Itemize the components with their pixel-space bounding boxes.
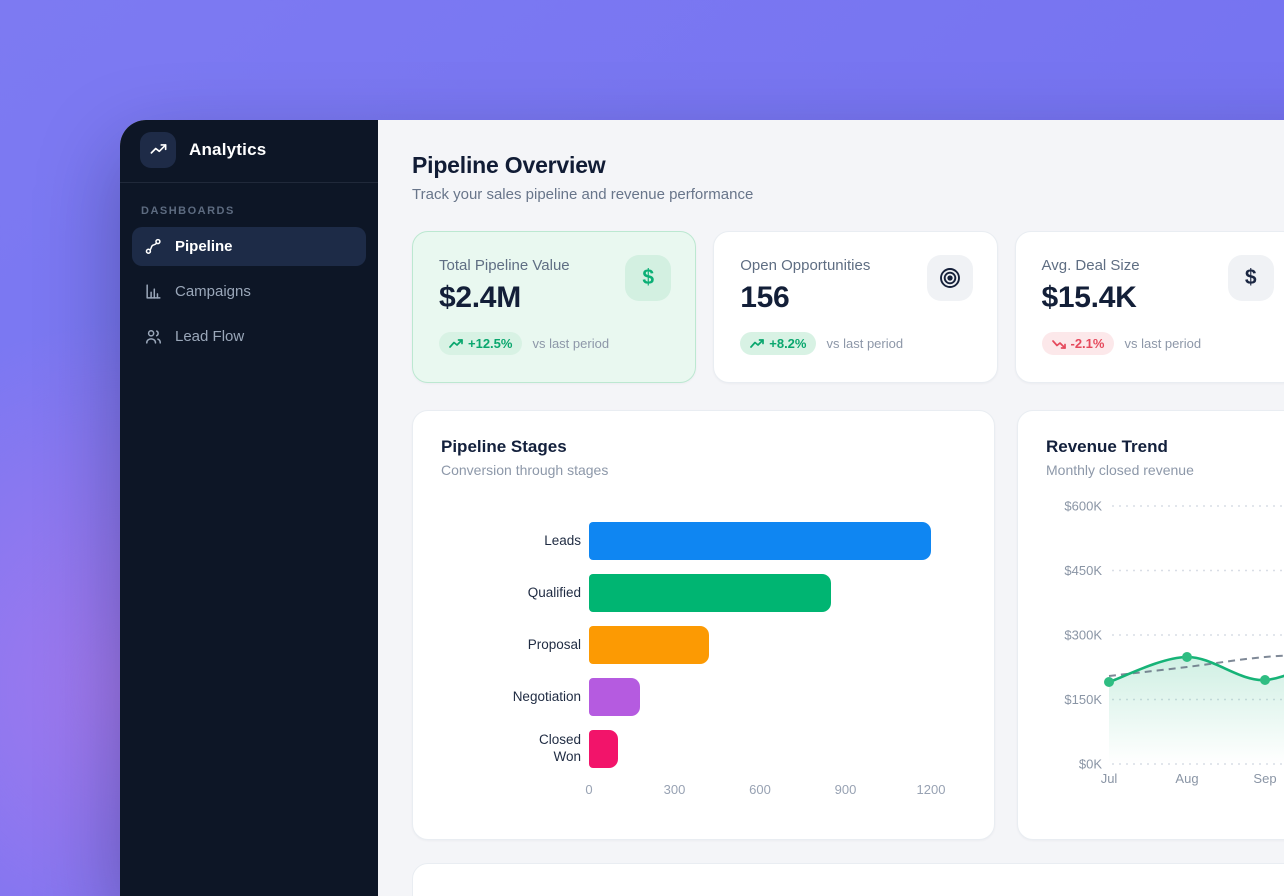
bottom-panel-clipped (412, 863, 1284, 896)
sidebar-item-label: Pipeline (175, 238, 233, 255)
revenue-data-point[interactable] (1260, 675, 1270, 685)
bar-closed-won[interactable] (589, 730, 618, 768)
chart-subtitle: Conversion through stages (441, 462, 609, 478)
kpi-value: 156 (740, 281, 790, 314)
route-icon (145, 238, 161, 254)
target-icon (939, 268, 960, 288)
x-tick-label: 900 (834, 782, 857, 797)
trend-down-icon (1051, 339, 1066, 349)
bar-category-label: Leads (544, 532, 581, 548)
bar-track (589, 678, 931, 716)
y-tick-label: $150K (1064, 692, 1102, 707)
line-chart: $0K $150K $300K $450K $600K Jul Aug Sep (1046, 496, 1284, 801)
x-tick-label: Sep (1253, 771, 1276, 786)
kpi-card-total-pipeline-value[interactable]: Total Pipeline Value $2.4M +12.5% vs las… (412, 231, 697, 383)
sidebar-item-label: Campaigns (175, 283, 251, 300)
bar-track (589, 522, 931, 560)
kpi-grid: Total Pipeline Value $2.4M +12.5% vs las… (412, 231, 1284, 383)
x-tick-label: 300 (663, 782, 686, 797)
change-badge: +12.5% (439, 332, 523, 355)
kpi-label: Total Pipeline Value (439, 257, 570, 274)
change-value: -2.1% (1070, 336, 1105, 351)
bar-row: Closed Won (441, 730, 966, 768)
trend-up-icon (750, 338, 765, 348)
compare-label: vs last period (826, 336, 904, 351)
sidebar-item-label: Lead Flow (175, 328, 245, 345)
sidebar: Analytics DASHBOARDS Pipeline Campaigns (120, 120, 378, 896)
revenue-line (1107, 655, 1284, 684)
bar-row: Negotiation (441, 678, 966, 716)
bar-chart-x-axis: 0 300 600 900 1200 (585, 782, 945, 800)
users-icon (146, 330, 161, 344)
dollar-icon: $ (1244, 266, 1257, 289)
kpi-label: Open Opportunities (740, 257, 871, 274)
change-value: +12.5% (468, 336, 513, 351)
kpi-value: $2.4M (439, 281, 521, 314)
kpi-card-avg-deal-size[interactable]: Avg. Deal Size $15.4K -2.1% vs last peri… (1014, 231, 1284, 383)
y-tick-label: $300K (1064, 628, 1102, 643)
change-badge: +8.2% (740, 332, 817, 355)
charts-row: Pipeline Stages Conversion through stage… (412, 410, 1284, 840)
bar-row: Qualified (441, 574, 966, 612)
sidebar-section-label: DASHBOARDS (141, 205, 235, 217)
bar-qualified[interactable] (589, 574, 832, 612)
y-tick-label: $450K (1064, 563, 1102, 578)
page-subtitle: Track your sales pipeline and revenue pe… (412, 186, 754, 203)
x-tick-label: 1200 (916, 782, 946, 797)
app-window: Analytics DASHBOARDS Pipeline Campaigns (120, 120, 1284, 896)
change-value: +8.2% (769, 336, 807, 351)
revenue-data-point[interactable] (1182, 652, 1192, 662)
bar-track (589, 626, 931, 664)
revenue-trend-panel: Revenue Trend Monthly closed revenue $0K… (1017, 410, 1284, 840)
app-title: Analytics (189, 140, 267, 159)
kpi-icon-tile: $ (1227, 255, 1274, 301)
bar-category-label: Negotiation (512, 688, 581, 704)
revenue-area (1109, 656, 1284, 764)
main-content: Pipeline Overview Track your sales pipel… (378, 120, 1284, 896)
bar-category-label: Proposal (527, 636, 581, 652)
chart-title: Pipeline Stages (441, 437, 567, 456)
sidebar-item-pipeline[interactable]: Pipeline (132, 227, 366, 266)
horizontal-bar-chart: Leads Qualified Proposal Negotiation Closed … (441, 522, 966, 768)
chart-subtitle: Monthly closed revenue (1046, 462, 1194, 478)
y-tick-label: $0K (1079, 757, 1102, 772)
bar-row: Leads (441, 522, 966, 560)
y-tick-label: $600K (1064, 499, 1102, 514)
bar-track (589, 730, 931, 768)
kpi-card-open-opportunities[interactable]: Open Opportunities 156 +8.2% vs last per… (713, 231, 998, 383)
sidebar-item-campaigns[interactable]: Campaigns (132, 272, 366, 311)
compare-label: vs last period (1124, 336, 1202, 351)
x-tick-label: 600 (749, 782, 771, 797)
app-logo (140, 132, 176, 168)
chart-title: Revenue Trend (1046, 437, 1168, 456)
bar-leads[interactable] (589, 522, 931, 560)
dollar-icon: $ (642, 266, 655, 289)
kpi-icon-tile (926, 255, 973, 301)
kpi-icon-tile: $ (625, 255, 672, 301)
bar-row: Proposal (441, 626, 966, 664)
kpi-value: $15.4K (1041, 281, 1137, 314)
trending-up-icon (150, 143, 166, 154)
bar-negotiation[interactable] (589, 678, 641, 716)
x-tick-label: Jul (1101, 771, 1118, 786)
revenue-trend-svg: $0K $150K $300K $450K $600K Jul Aug Sep (1064, 499, 1284, 786)
change-badge: -2.1% (1041, 332, 1115, 355)
bar-category-label: Qualified (527, 584, 581, 600)
x-tick-label: 0 (585, 782, 593, 797)
bar-category-label: Closed Won (538, 732, 581, 764)
bar-track (589, 574, 931, 612)
compare-label: vs last period (532, 336, 610, 351)
page-title: Pipeline Overview (412, 152, 606, 178)
sidebar-header: Analytics (120, 120, 378, 183)
kpi-label: Avg. Deal Size (1041, 257, 1140, 274)
bar-chart-icon (146, 284, 161, 299)
revenue-data-point[interactable] (1104, 677, 1114, 687)
bar-proposal[interactable] (589, 626, 709, 664)
x-tick-label: Aug (1175, 771, 1198, 786)
sidebar-nav: Pipeline Campaigns Lead Flow (120, 227, 378, 362)
pipeline-stages-panel: Pipeline Stages Conversion through stage… (412, 410, 995, 840)
sidebar-item-lead-flow[interactable]: Lead Flow (132, 317, 366, 356)
trend-up-icon (449, 338, 463, 348)
